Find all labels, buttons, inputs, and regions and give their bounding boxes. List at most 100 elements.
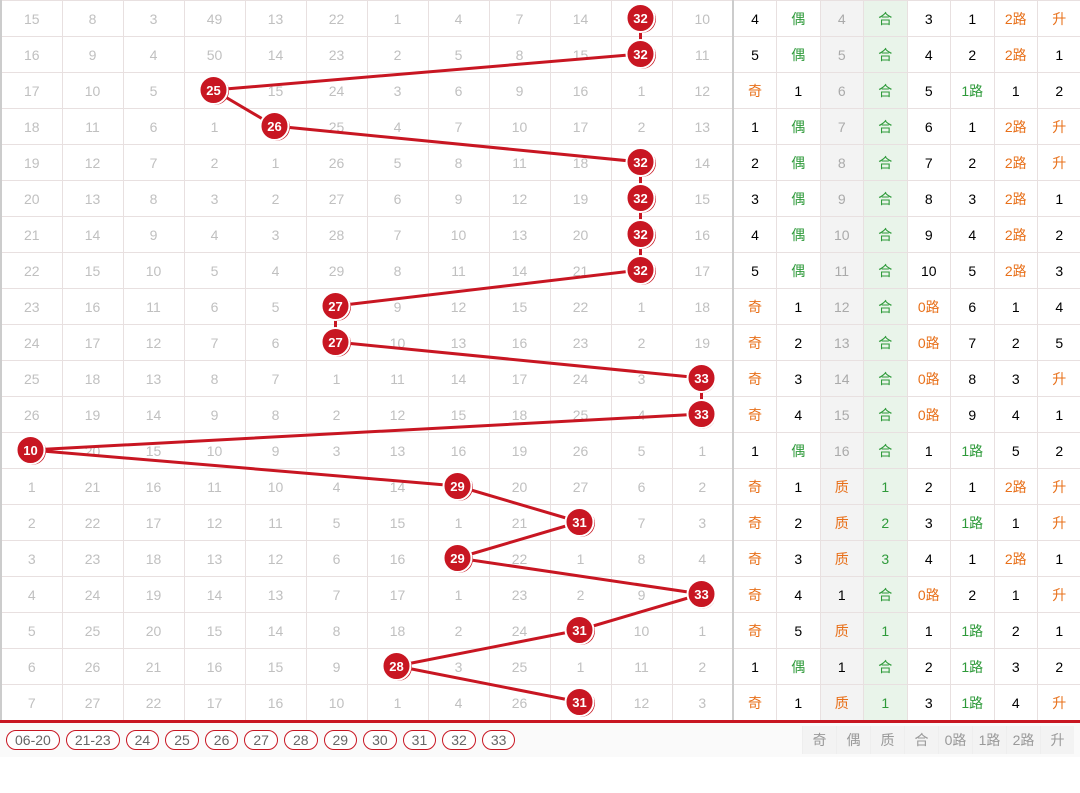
grid-cell: 7 — [367, 217, 428, 253]
stat-cell: 合 — [864, 73, 908, 109]
grid-cell: 26 — [1, 397, 62, 433]
ball-cell: 32 — [611, 181, 672, 217]
stat-cell: 10 — [907, 253, 951, 289]
stat-cell: 4 — [733, 1, 777, 37]
grid-cell: 21 — [62, 469, 123, 505]
grid-cell: 25 — [306, 109, 367, 145]
grid-cell: 16 — [184, 649, 245, 685]
ball: 32 — [629, 42, 655, 68]
grid-cell: 50 — [184, 37, 245, 73]
stat-label[interactable]: 合 — [904, 726, 938, 754]
grid-cell: 17 — [123, 505, 184, 541]
grid-cell: 4 — [428, 685, 489, 721]
stat-label[interactable]: 2路 — [1006, 726, 1040, 754]
range-pill[interactable]: 06-20 — [6, 730, 60, 750]
stat-label[interactable]: 奇 — [802, 726, 836, 754]
bottom-right-labels: 奇偶质合0路1路2路升 — [802, 726, 1074, 754]
grid-cell: 8 — [62, 1, 123, 37]
stat-cell: 5 — [1038, 325, 1080, 361]
grid-cell: 1 — [672, 613, 733, 649]
grid-cell: 11 — [428, 253, 489, 289]
range-pill[interactable]: 29 — [324, 730, 358, 750]
grid-cell: 4 — [184, 217, 245, 253]
stat-cell: 奇 — [733, 289, 777, 325]
grid-cell: 7 — [245, 361, 306, 397]
range-pill[interactable]: 33 — [482, 730, 516, 750]
stat-label[interactable]: 升 — [1040, 726, 1074, 754]
grid-cell: 1 — [184, 109, 245, 145]
grid-cell: 8 — [245, 397, 306, 433]
grid-cell: 14 — [123, 397, 184, 433]
stat-cell: 奇 — [733, 73, 777, 109]
stat-cell: 15 — [820, 397, 864, 433]
ball: 31 — [568, 618, 594, 644]
stat-cell: 升 — [1038, 685, 1080, 721]
stat-cell: 奇 — [733, 613, 777, 649]
stat-cell: 2 — [1038, 433, 1080, 469]
grid-cell: 18 — [367, 613, 428, 649]
stat-cell: 4 — [994, 685, 1038, 721]
grid-cell: 8 — [428, 145, 489, 181]
stat-label[interactable]: 0路 — [938, 726, 972, 754]
grid-cell: 12 — [245, 541, 306, 577]
grid-cell: 17 — [550, 109, 611, 145]
stat-cell: 3 — [907, 1, 951, 37]
range-pill[interactable]: 32 — [442, 730, 476, 750]
range-pill[interactable]: 31 — [403, 730, 437, 750]
stat-cell: 5 — [951, 253, 995, 289]
grid-cell: 15 — [672, 181, 733, 217]
ball-cell: 27 — [306, 289, 367, 325]
range-pill[interactable]: 24 — [126, 730, 160, 750]
stat-cell: 2 — [864, 505, 908, 541]
stat-cell: 1 — [1038, 397, 1080, 433]
range-pill[interactable]: 26 — [205, 730, 239, 750]
stat-cell: 合 — [864, 577, 908, 613]
ball: 26 — [263, 114, 289, 140]
grid-cell: 23 — [62, 541, 123, 577]
grid-cell: 4 — [367, 109, 428, 145]
range-pill[interactable]: 21-23 — [66, 730, 120, 750]
grid-cell: 11 — [611, 649, 672, 685]
grid-cell: 19 — [489, 433, 550, 469]
stat-cell: 奇 — [733, 361, 777, 397]
range-pill[interactable]: 27 — [244, 730, 278, 750]
stat-cell: 5 — [907, 73, 951, 109]
grid-cell: 14 — [672, 145, 733, 181]
grid-cell: 10 — [184, 433, 245, 469]
grid-cell: 10 — [306, 685, 367, 721]
stat-cell: 1路 — [951, 685, 995, 721]
grid-cell: 15 — [245, 649, 306, 685]
stat-cell: 升 — [1038, 1, 1080, 37]
grid-cell: 13 — [123, 361, 184, 397]
grid-cell: 15 — [550, 37, 611, 73]
stat-cell: 偶 — [777, 109, 821, 145]
range-pill[interactable]: 28 — [284, 730, 318, 750]
stat-cell: 1 — [1038, 181, 1080, 217]
stat-cell: 奇 — [733, 397, 777, 433]
range-pill[interactable]: 30 — [363, 730, 397, 750]
stat-label[interactable]: 质 — [870, 726, 904, 754]
grid-cell: 14 — [428, 361, 489, 397]
stat-cell: 偶 — [777, 433, 821, 469]
grid-cell: 5 — [428, 37, 489, 73]
grid-cell: 18 — [62, 361, 123, 397]
ball-cell: 33 — [672, 577, 733, 613]
stat-cell: 3 — [994, 649, 1038, 685]
grid-cell: 14 — [489, 253, 550, 289]
grid-cell: 23 — [489, 577, 550, 613]
grid-cell: 49 — [184, 1, 245, 37]
grid-cell: 2 — [1, 505, 62, 541]
grid-cell: 1 — [550, 541, 611, 577]
stat-cell: 升 — [1038, 469, 1080, 505]
stat-label[interactable]: 偶 — [836, 726, 870, 754]
grid-cell: 2 — [672, 469, 733, 505]
grid-cell: 21 — [1, 217, 62, 253]
grid-cell: 22 — [62, 505, 123, 541]
grid-cell: 11 — [489, 145, 550, 181]
range-pill[interactable]: 25 — [165, 730, 199, 750]
stat-cell: 1 — [864, 613, 908, 649]
grid-cell: 15 — [245, 73, 306, 109]
stat-label[interactable]: 1路 — [972, 726, 1006, 754]
stat-cell: 5 — [733, 253, 777, 289]
grid-cell: 26 — [306, 145, 367, 181]
